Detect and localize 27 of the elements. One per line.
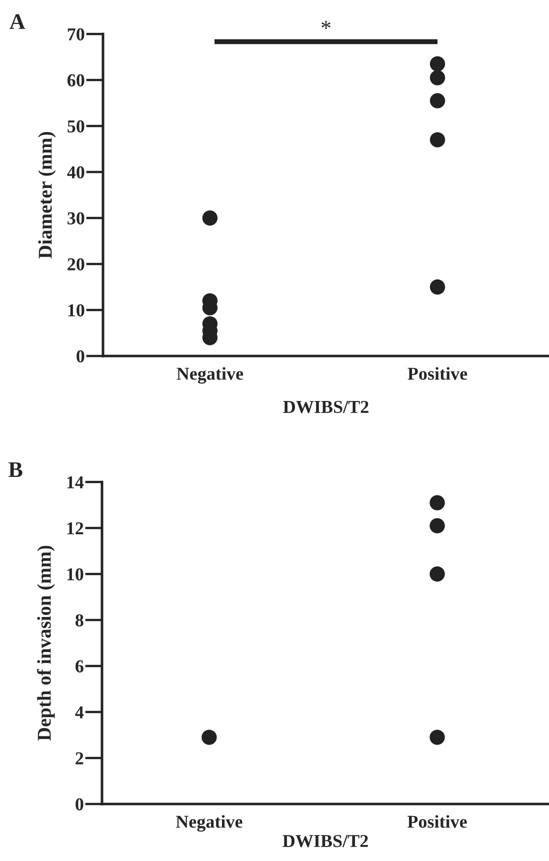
- y-tick-label: 50: [68, 120, 84, 132]
- y-tick-label: 30: [68, 212, 84, 224]
- y-tick-label: 14: [67, 476, 84, 488]
- x-axis-title: DWIBS/T2: [282, 834, 368, 848]
- y-tick-label: 2: [76, 752, 84, 764]
- y-axis-title: Depth of invasion (mm): [36, 546, 55, 741]
- x-tick-label: Negative: [176, 367, 244, 384]
- chart-title: B: [8, 462, 22, 477]
- y-tick-label: 0: [76, 798, 84, 810]
- x-tick-label: Negative: [176, 815, 242, 832]
- y-tick-label: 8: [76, 614, 84, 626]
- chart-title: A: [10, 14, 26, 29]
- y-tick-label: 70: [68, 28, 84, 40]
- y-tick-label: 6: [76, 660, 84, 672]
- y-tick-label: 10: [67, 568, 84, 580]
- x-tick-label: Positive: [408, 367, 468, 380]
- x-axis-title: DWIBS/T2: [283, 400, 368, 414]
- text: *: [322, 20, 330, 29]
- y-tick-label: 20: [68, 258, 84, 270]
- x-tick-label: Positive: [407, 815, 467, 828]
- y-tick-label: 12: [67, 522, 84, 534]
- y-tick-label: 40: [67, 166, 84, 178]
- y-tick-label: 10: [68, 304, 84, 316]
- y-tick-label: 4: [75, 706, 84, 718]
- y-tick-label: 60: [68, 74, 84, 86]
- y-tick-label: 0: [76, 350, 84, 362]
- y-axis-title: Diameter (mm): [38, 132, 56, 258]
